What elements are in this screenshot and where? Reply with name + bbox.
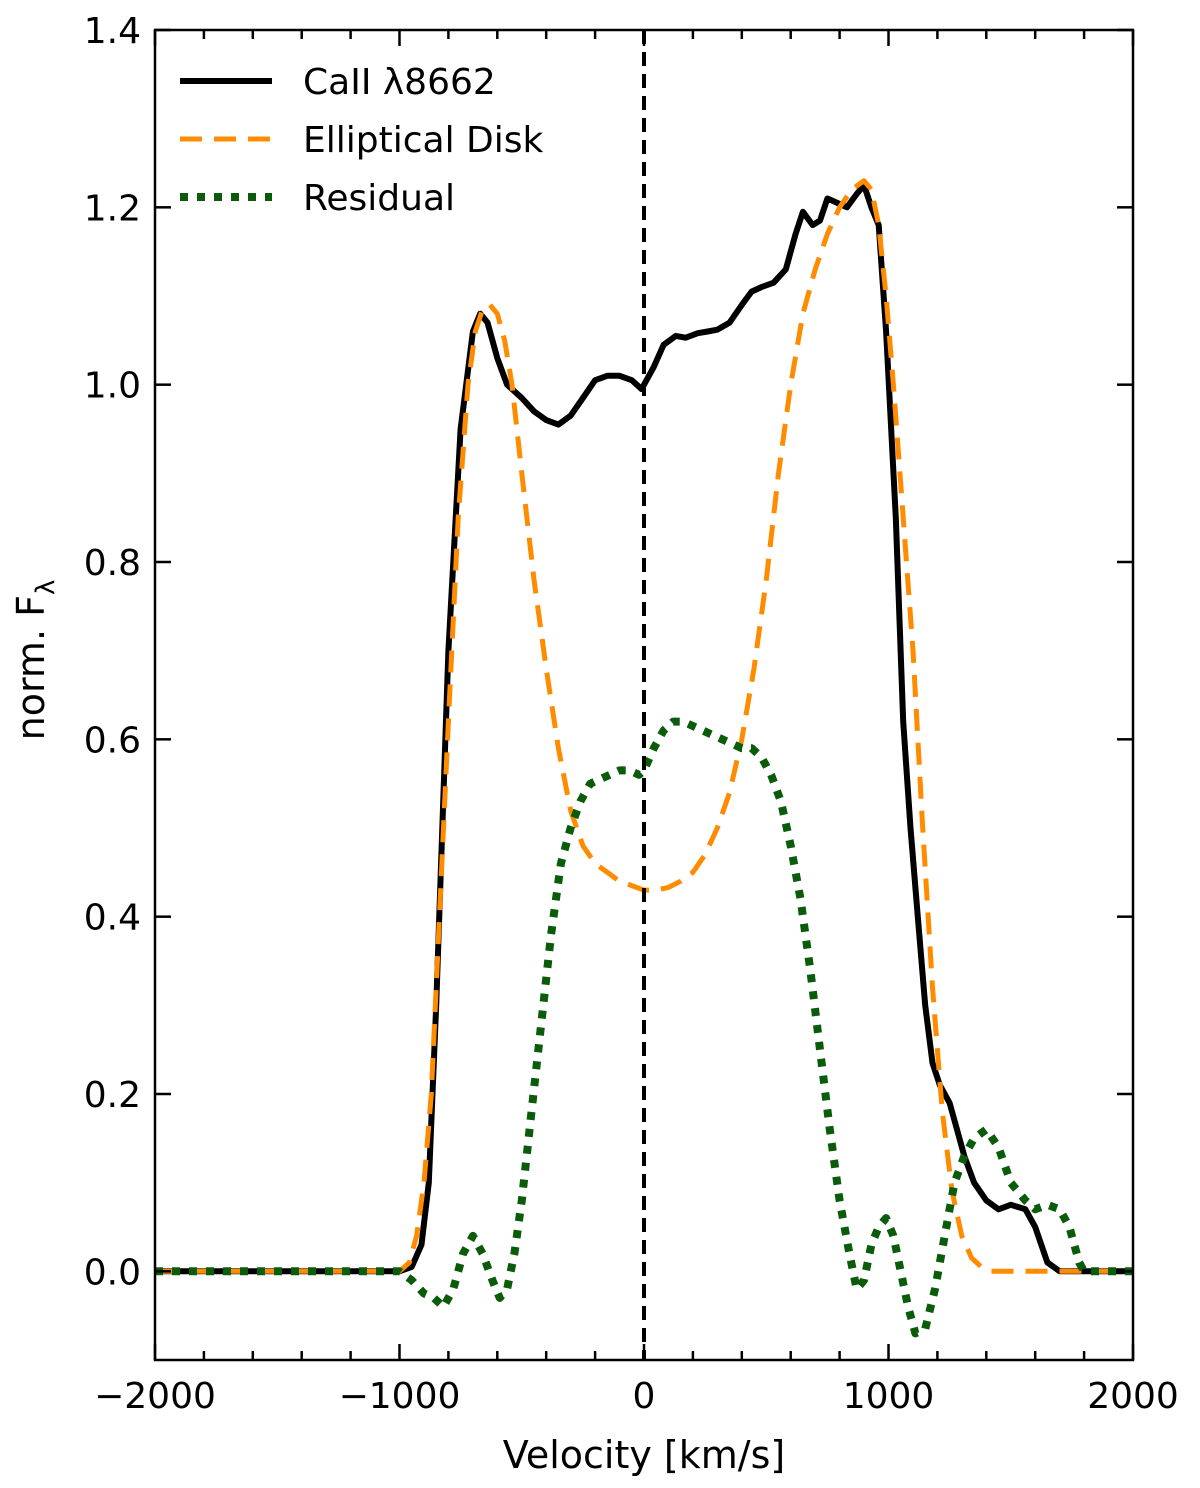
x-axis-label: Velocity [km/s] bbox=[503, 1433, 785, 1477]
y-tick-label: 0.0 bbox=[84, 1252, 141, 1293]
legend-label-0: CaII λ8662 bbox=[303, 62, 496, 103]
x-tick-label: 2000 bbox=[1087, 1376, 1179, 1417]
y-tick-label: 0.4 bbox=[84, 898, 141, 939]
legend-label-2: Residual bbox=[303, 178, 455, 219]
x-tick-label: −2000 bbox=[94, 1376, 216, 1417]
y-tick-label: 0.6 bbox=[84, 720, 141, 761]
y-tick-label: 1.0 bbox=[84, 366, 141, 407]
y-tick-label: 1.4 bbox=[84, 11, 141, 52]
y-axis-label: norm. Fλ bbox=[9, 580, 61, 741]
y-tick-label: 0.8 bbox=[84, 543, 141, 584]
legend-label-1: Elliptical Disk bbox=[303, 120, 543, 161]
series-line-1 bbox=[155, 178, 1133, 1274]
y-axis-label-main: norm. F bbox=[9, 595, 53, 740]
series-line-0 bbox=[155, 182, 1133, 1275]
y-axis-label-subscript: λ bbox=[31, 580, 61, 595]
series-line-2 bbox=[155, 717, 1133, 1338]
x-tick-label: 1000 bbox=[843, 1376, 935, 1417]
legend: CaII λ8662 Elliptical Disk Residual bbox=[180, 62, 543, 219]
x-tick-label: −1000 bbox=[339, 1376, 461, 1417]
x-tick-label: 0 bbox=[633, 1376, 656, 1417]
y-tick-label: 0.2 bbox=[84, 1075, 141, 1116]
y-tick-label: 1.2 bbox=[84, 188, 141, 229]
